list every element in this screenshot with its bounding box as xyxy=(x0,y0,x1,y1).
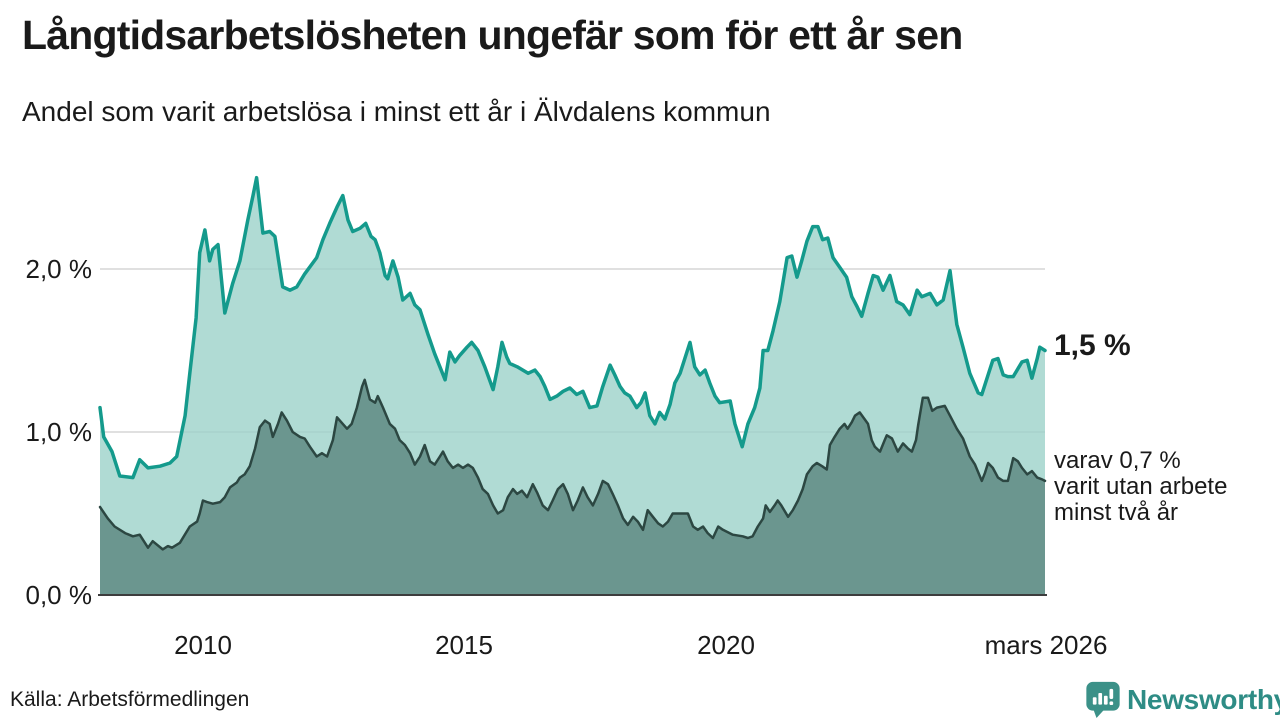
x-axis-label-2015: 2015 xyxy=(435,630,493,660)
x-axis-label-2020: 2020 xyxy=(697,630,755,660)
x-axis-label-2010: 2010 xyxy=(174,630,232,660)
latest-value-annotation: 1,5 % xyxy=(1054,329,1131,362)
secondary-annotation-line: varit utan arbete xyxy=(1054,473,1228,500)
secondary-annotation: varav 0,7 % varit utan arbete minst två … xyxy=(1054,448,1227,526)
page-subtitle: Andel som varit arbetslösa i minst ett å… xyxy=(22,96,771,127)
y-axis-label-2: 2,0 % xyxy=(25,254,93,284)
y-axis-label-0: 0,0 % xyxy=(25,580,93,610)
page-title: Långtidsarbetslösheten ungefär som för e… xyxy=(22,12,963,58)
newsworthy-logo-text: Newsworthy xyxy=(1127,683,1280,715)
x-axis-label-mars-2026: mars 2026 xyxy=(984,630,1108,660)
y-axis-label-1: 1,0 % xyxy=(25,417,93,447)
secondary-annotation-line: minst två år xyxy=(1054,499,1179,526)
secondary-annotation-line: varav 0,7 % xyxy=(1054,447,1181,474)
source-note: Källa: Arbetsförmedlingen xyxy=(10,688,250,711)
newsworthy-logo: Newsworthy xyxy=(1084,681,1280,718)
newsworthy-logo-icon xyxy=(1086,681,1120,718)
